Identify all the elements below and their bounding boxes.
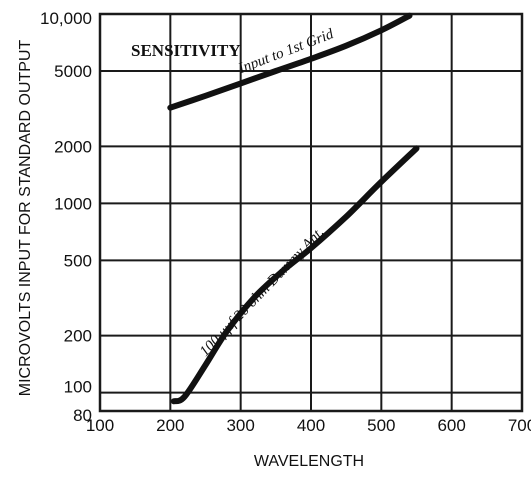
x-tick-label: 200 [156,416,184,435]
x-tick-label: 500 [367,416,395,435]
grid [98,12,524,413]
series-label-dummy-antenna: 100 μμf 20 ohm Dummy Ant. [197,224,328,359]
x-tick-label: 300 [226,416,254,435]
chart-title: SENSITIVITY [131,41,241,60]
y-tick-label: 5000 [54,62,92,81]
y-axis-title: MICROVOLTS INPUT FOR STANDARD OUTPUT [17,40,34,397]
y-tick-label: 2000 [54,137,92,156]
y-tick-label: 200 [64,327,92,346]
plot-frame [98,12,524,413]
y-tick-label: 100 [64,378,92,397]
x-tick-label: 700 [508,416,531,435]
tick-labels: 1002003004005006007008010020050010002000… [40,9,531,435]
series-line-input-to-1st-grid [167,12,413,111]
x-axis-title: WAVELENGTH [254,453,364,470]
x-tick-label: 600 [437,416,465,435]
x-tick-label: 400 [297,416,325,435]
y-tick-label: 80 [73,406,92,425]
y-tick-label: 10,000 [40,9,92,28]
series-group [167,12,420,405]
y-tick-label: 500 [64,251,92,270]
x-tick-label: 100 [86,416,114,435]
series-line-dummy-antenna [170,145,420,405]
y-tick-label: 1000 [54,194,92,213]
